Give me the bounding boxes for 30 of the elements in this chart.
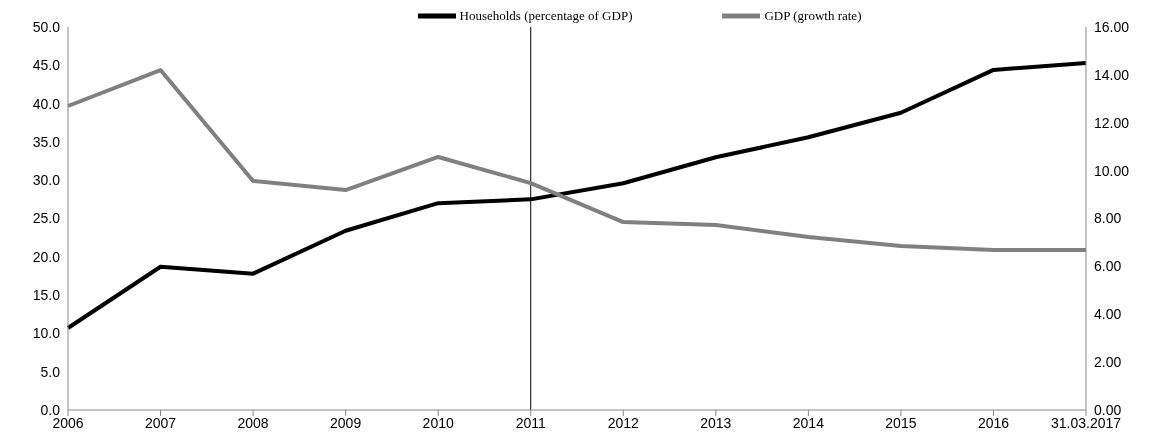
y2-tick-label: 4.00 — [1094, 306, 1122, 323]
y2-tick-label: 2.00 — [1094, 354, 1122, 371]
legend-label: Households (percentage of GDP) — [459, 8, 633, 24]
y2-tick-label: 8.00 — [1094, 210, 1122, 227]
y-tick-label: 25.0 — [32, 210, 61, 227]
y-tick-label: 35.0 — [32, 133, 61, 150]
x-tick-label: 2014 — [792, 414, 825, 431]
y-tick-label: 45.0 — [32, 57, 61, 74]
x-tick-label: 2013 — [700, 414, 732, 431]
x-tick-label: 2009 — [330, 414, 362, 431]
y2-tick-label: 6.00 — [1094, 258, 1122, 275]
x-tick-label: 2016 — [977, 414, 1010, 431]
x-tick-label: 2012 — [607, 414, 640, 431]
x-tick-label: 2010 — [422, 414, 454, 431]
x-tick-label: 2015 — [885, 414, 917, 431]
y-tick-label: 10.0 — [32, 325, 61, 342]
y2-tick-label: 16.00 — [1094, 18, 1130, 35]
y-tick-label: 15.0 — [32, 287, 61, 304]
y-tick-label: 30.0 — [32, 172, 61, 189]
x-tick-label: 2007 — [144, 414, 177, 431]
y-tick-label: 40.0 — [32, 95, 61, 112]
legend-label: GDP (growth rate) — [764, 8, 862, 24]
y2-tick-label: 14.00 — [1094, 66, 1130, 83]
y-tick-label: 50.0 — [32, 18, 61, 35]
y2-tick-label: 12.00 — [1094, 114, 1130, 131]
y2-tick-label: 10.00 — [1094, 162, 1130, 179]
y-tick-label: 5.0 — [40, 363, 61, 380]
y-tick-label: 20.0 — [32, 248, 61, 265]
x-tick-label: 2008 — [237, 414, 269, 431]
x-tick-label: 2011 — [515, 414, 546, 431]
